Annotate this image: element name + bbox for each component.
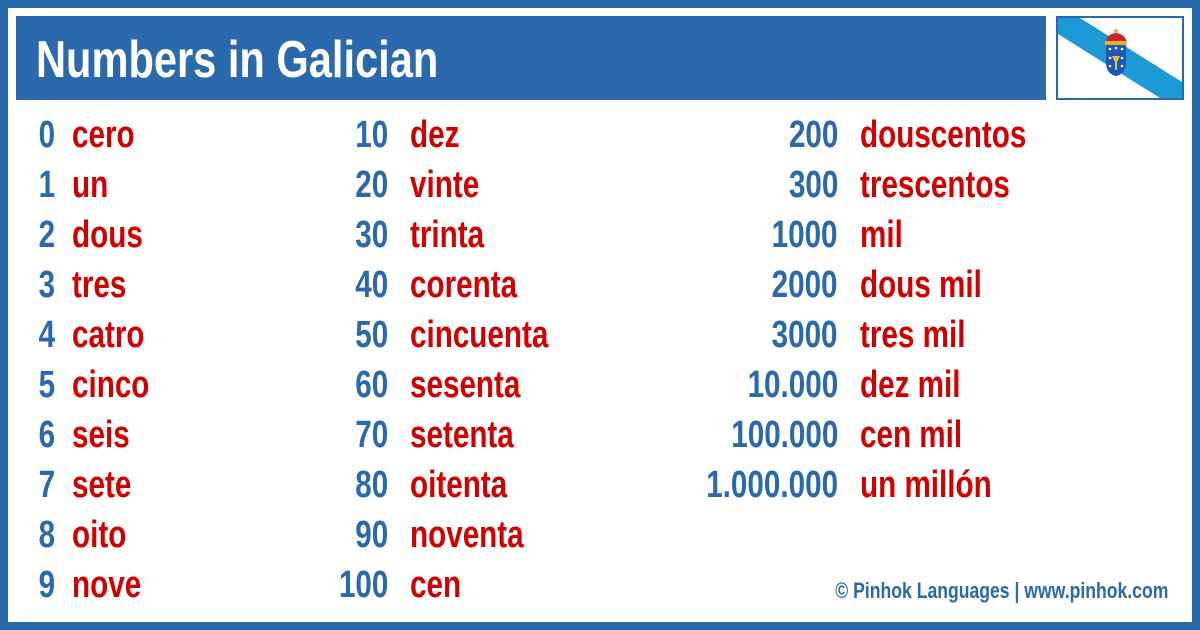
number-word: tres — [72, 264, 127, 306]
number-value: 80 — [355, 464, 388, 506]
number-value: 40 — [355, 264, 388, 306]
number-word: dez — [410, 114, 460, 156]
galicia-flag-icon — [1058, 18, 1182, 98]
number-word: seis — [72, 414, 130, 456]
flag-frame — [1056, 16, 1184, 100]
number-value: 70 — [355, 414, 388, 456]
page-title: Numbers in Galician — [36, 31, 439, 89]
number-word: cen — [410, 564, 462, 606]
number-word: un — [72, 164, 109, 206]
number-value: 2000 — [772, 264, 838, 306]
number-word: sete — [72, 464, 132, 506]
card — [8, 8, 1192, 622]
number-word: douscentos — [860, 114, 1027, 156]
number-word: corenta — [410, 264, 518, 306]
number-value: 50 — [355, 314, 388, 356]
number-value: 30 — [355, 214, 388, 256]
number-value: 2 — [38, 214, 55, 256]
number-value: 1.000.000 — [706, 464, 838, 506]
number-value: 60 — [355, 364, 388, 406]
number-word: cincuenta — [410, 314, 549, 356]
number-word: trescentos — [860, 164, 1010, 206]
number-value: 4 — [38, 314, 55, 356]
number-word: mil — [860, 214, 903, 256]
number-value: 0 — [38, 114, 55, 156]
number-word: cinco — [72, 364, 150, 406]
number-word: cen mil — [860, 414, 963, 456]
number-value: 10 — [355, 114, 388, 156]
number-word: dous — [72, 214, 143, 256]
number-word: nove — [72, 564, 142, 606]
number-word: tres mil — [860, 314, 966, 356]
number-word: trinta — [410, 214, 485, 256]
number-value: 90 — [355, 514, 388, 556]
number-word: vinte — [410, 164, 480, 206]
number-word: catro — [72, 314, 145, 356]
number-value: 10.000 — [747, 364, 838, 406]
number-value: 200 — [788, 114, 838, 156]
number-value: 100 — [338, 564, 388, 606]
number-word: noventa — [410, 514, 524, 556]
copyright-footer: © Pinhok Languages | www.pinhok.com — [834, 578, 1168, 603]
number-value: 3000 — [772, 314, 838, 356]
number-value: 6 — [38, 414, 55, 456]
number-value: 300 — [788, 164, 838, 206]
number-word: sesenta — [410, 364, 521, 406]
number-value: 1 — [38, 164, 55, 206]
number-value: 9 — [38, 564, 55, 606]
number-value: 3 — [38, 264, 55, 306]
number-value: 20 — [355, 164, 388, 206]
number-word: dez mil — [860, 364, 961, 406]
number-value: 100.000 — [730, 414, 838, 456]
number-word: setenta — [410, 414, 514, 456]
number-word: un millón — [860, 464, 992, 506]
number-value: 1000 — [772, 214, 838, 256]
number-value: 7 — [38, 464, 55, 506]
number-word: oitenta — [410, 464, 508, 506]
number-word: dous mil — [860, 264, 982, 306]
number-word: oito — [72, 514, 127, 556]
number-word: cero — [72, 114, 135, 156]
title-bar: Numbers in Galician — [16, 16, 1046, 100]
number-value: 5 — [38, 364, 55, 406]
number-value: 8 — [38, 514, 55, 556]
